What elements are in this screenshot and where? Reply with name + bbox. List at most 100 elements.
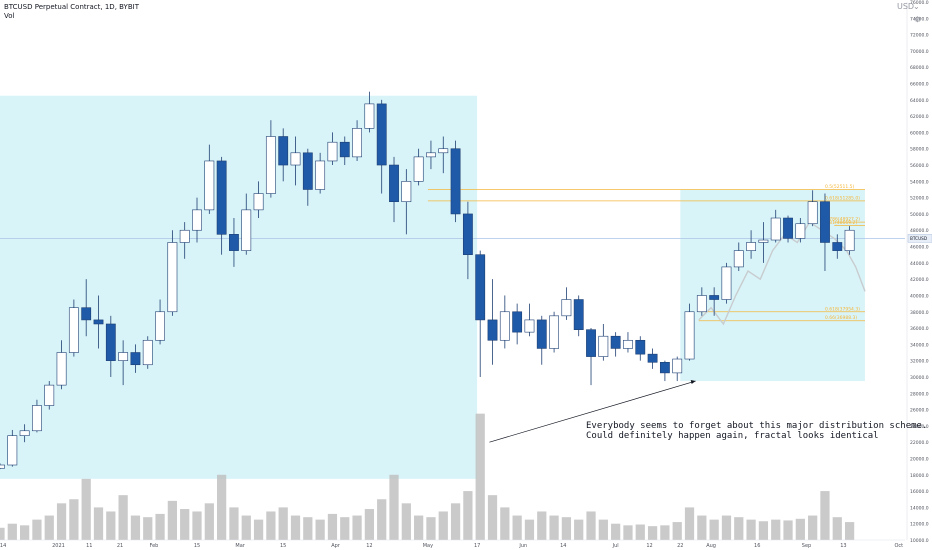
candle-body[interactable] (450, 148, 461, 215)
candle-body[interactable] (426, 152, 436, 158)
candle-body[interactable] (561, 299, 572, 317)
candle-body[interactable] (635, 339, 646, 355)
x-tick-label: Mar (235, 543, 245, 549)
volume-bar (414, 515, 424, 540)
volume-bar (217, 474, 227, 540)
candle-body[interactable] (32, 405, 42, 432)
y-tick-label: 72000.0 (910, 33, 929, 39)
candle-body[interactable] (130, 352, 141, 366)
candle-body[interactable] (155, 311, 165, 341)
candle-body[interactable] (795, 223, 806, 239)
candle-body[interactable] (339, 141, 350, 158)
currency-label[interactable]: USD (897, 2, 915, 11)
candle-body[interactable] (56, 352, 67, 386)
candle-body[interactable] (93, 319, 104, 325)
volume-bar (647, 526, 658, 540)
candle-body[interactable] (327, 141, 338, 162)
candle-body[interactable] (549, 315, 559, 349)
candle-body[interactable] (623, 339, 633, 349)
candle-body[interactable] (721, 266, 732, 300)
candle-body[interactable] (462, 213, 473, 255)
volume-indicator-label[interactable]: Vol (4, 12, 15, 20)
candle-body[interactable] (499, 311, 510, 341)
candle-body[interactable] (81, 307, 92, 321)
candle-body[interactable] (696, 295, 707, 313)
candle-body[interactable] (290, 152, 301, 166)
candle-body[interactable] (68, 307, 79, 353)
candle-body[interactable] (216, 160, 227, 235)
distribution-zone-1[interactable] (0, 95, 478, 479)
candle-body[interactable] (487, 319, 498, 341)
candle-body[interactable] (844, 229, 855, 251)
volume-bar (561, 517, 572, 540)
candle-body[interactable] (142, 339, 153, 366)
volume-bar (266, 511, 276, 540)
settings-icon[interactable]: ⚙ (914, 15, 922, 24)
candle-body[interactable] (0, 464, 5, 469)
volume-bar (253, 519, 264, 540)
volume-bar (143, 517, 153, 540)
candle-body[interactable] (438, 148, 449, 154)
candle-body[interactable] (413, 156, 424, 182)
candle-body[interactable] (746, 242, 757, 251)
candle-body[interactable] (253, 193, 264, 211)
candle-body[interactable] (832, 242, 843, 251)
volume-bar (586, 511, 596, 540)
y-tick-label: 42000.0 (910, 277, 929, 283)
candle-body[interactable] (770, 217, 781, 241)
candle-body[interactable] (586, 329, 596, 357)
candle-body[interactable] (610, 335, 621, 349)
candle-body[interactable] (672, 358, 683, 374)
chevron-down-icon[interactable]: ⌄ (913, 2, 920, 11)
candle-body[interactable] (512, 311, 523, 333)
volume-bar (401, 503, 411, 540)
candle-body[interactable] (475, 254, 486, 321)
candle-body[interactable] (167, 242, 178, 313)
candle-body[interactable] (265, 136, 276, 194)
candle-body[interactable] (807, 201, 818, 225)
candle-body[interactable] (647, 353, 658, 363)
candle-body[interactable] (389, 164, 399, 203)
candle-body[interactable] (820, 201, 830, 243)
candle-body[interactable] (179, 229, 190, 243)
volume-bar (180, 509, 190, 540)
y-tick-label: 74000.0 (910, 16, 929, 22)
fib-level-label: 0.81(48669.2) (825, 220, 857, 226)
candle-body[interactable] (105, 323, 116, 361)
candle-body[interactable] (278, 136, 289, 166)
candle-body[interactable] (44, 384, 55, 406)
candle-body[interactable] (536, 319, 547, 349)
candle-body[interactable] (315, 160, 326, 190)
candle-body[interactable] (302, 152, 313, 190)
y-tick-label: 34000.0 (910, 342, 929, 348)
candle-body[interactable] (241, 209, 252, 251)
candle-body[interactable] (758, 239, 769, 243)
candle-body[interactable] (229, 234, 239, 251)
candle-body[interactable] (573, 299, 584, 330)
candle-body[interactable] (401, 181, 412, 203)
candle-body[interactable] (659, 361, 670, 374)
candle-body[interactable] (598, 335, 609, 357)
volume-bar (783, 520, 793, 540)
x-tick-label: 14 (0, 543, 6, 549)
volume-bar (315, 519, 325, 540)
candle-body[interactable] (204, 160, 215, 211)
candle-body[interactable] (192, 209, 202, 231)
candle-body[interactable] (118, 352, 129, 361)
candle-body[interactable] (524, 319, 535, 333)
candle-body[interactable] (364, 103, 375, 129)
volume-bar (820, 491, 830, 540)
current-price-tag (907, 234, 932, 243)
candle-body[interactable] (709, 295, 720, 300)
candle-body[interactable] (352, 128, 362, 158)
candle-body[interactable] (684, 311, 695, 360)
volume-bar (623, 525, 633, 540)
candle-body[interactable] (733, 250, 744, 268)
candle-body[interactable] (783, 217, 793, 239)
candle-body[interactable] (376, 103, 387, 166)
candle-body[interactable] (7, 435, 18, 466)
volume-bar (463, 491, 473, 540)
candle-body[interactable] (19, 430, 30, 436)
y-tick-label: 56000.0 (910, 163, 929, 169)
